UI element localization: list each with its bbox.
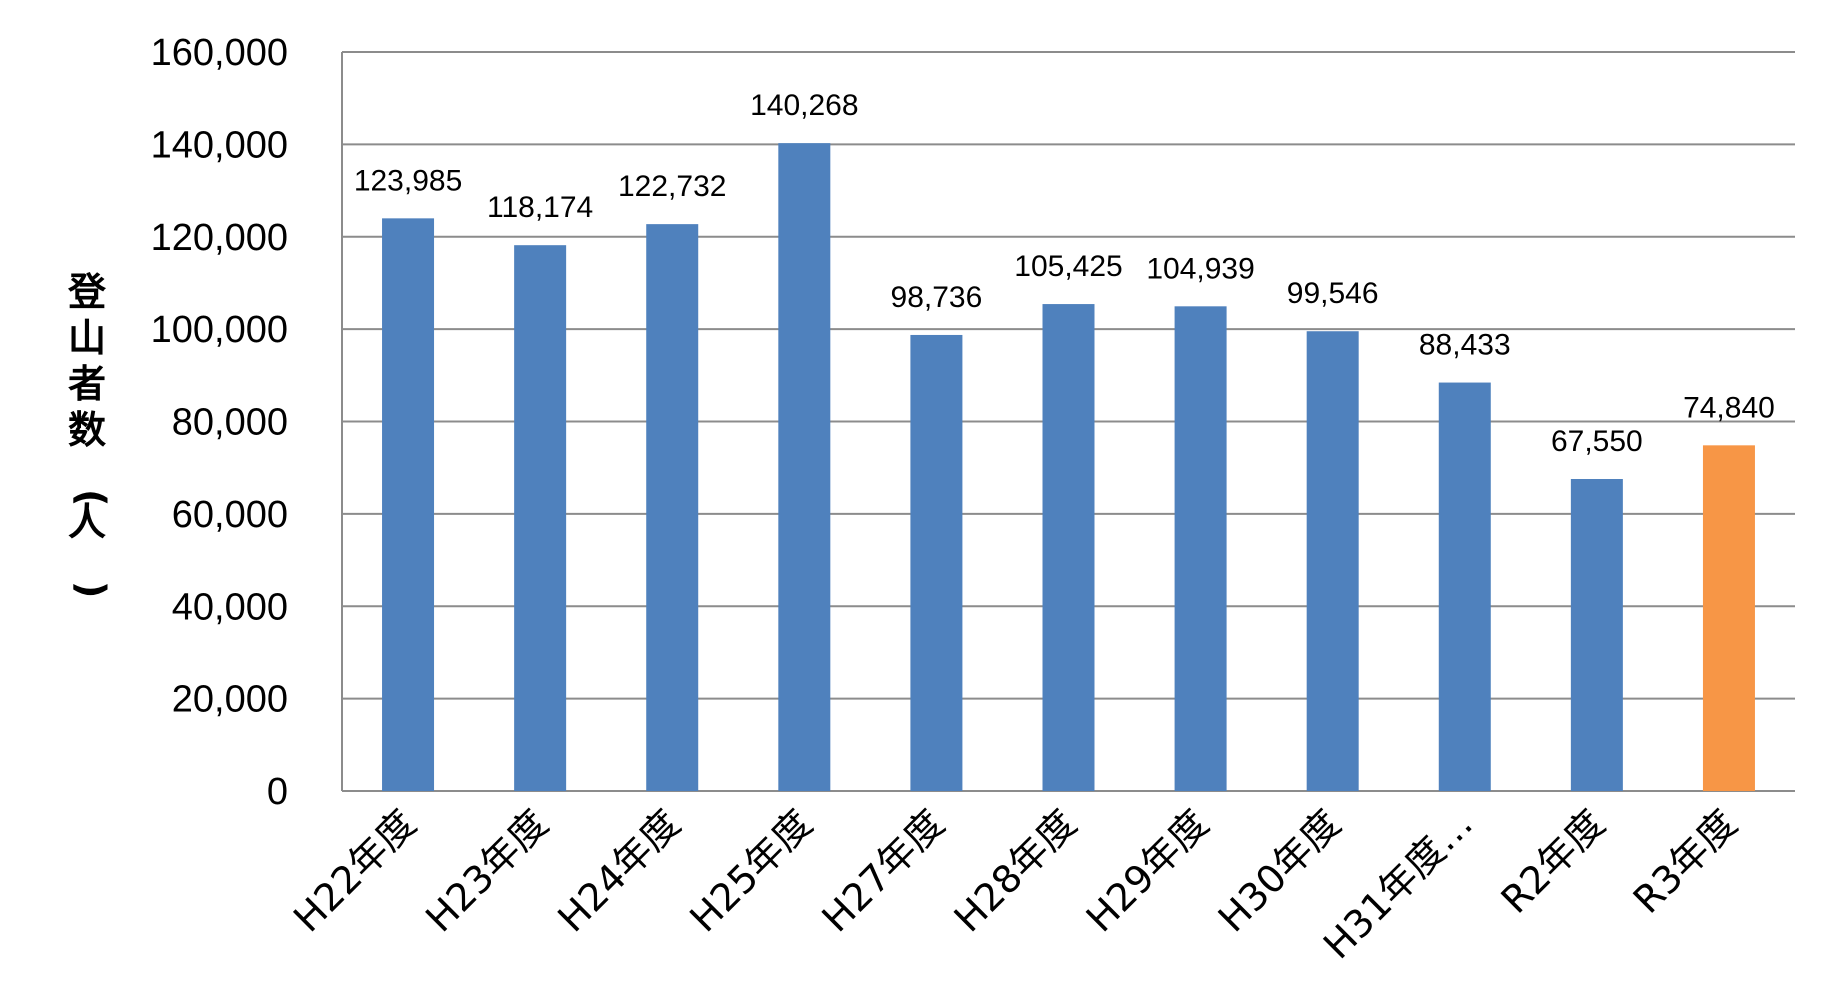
x-tick-label: H24年度 — [549, 801, 688, 940]
data-label: 118,174 — [487, 191, 593, 224]
y-tick-label: 40,000 — [172, 586, 288, 628]
bar — [1042, 304, 1095, 791]
y-tick-label: 20,000 — [172, 679, 288, 721]
bar — [514, 245, 567, 791]
x-tick-label: H23年度 — [417, 801, 556, 940]
bar — [910, 334, 963, 791]
x-tick-label: H29年度 — [1078, 801, 1217, 940]
x-tick-label: H28年度 — [946, 801, 1085, 940]
y-tick-label: 80,000 — [172, 402, 288, 444]
data-label: 88,433 — [1419, 329, 1511, 362]
x-tick-label: R3年度 — [1625, 801, 1746, 922]
y-tick-label: 0 — [267, 771, 288, 813]
y-tick-label: 140,000 — [151, 124, 288, 166]
data-label: 74,840 — [1683, 391, 1775, 424]
data-label: 67,550 — [1551, 425, 1643, 458]
bar — [1702, 445, 1755, 791]
y-tick-label: 60,000 — [172, 494, 288, 536]
bar — [1438, 382, 1491, 791]
bars — [382, 143, 1755, 791]
data-label: 122,732 — [618, 170, 726, 203]
data-label: 123,985 — [354, 164, 462, 197]
data-label: 140,268 — [750, 89, 858, 122]
x-tick-label: H25年度 — [681, 801, 820, 940]
x-tick-label: H22年度 — [285, 801, 424, 940]
data-label: 98,736 — [891, 281, 983, 314]
y-tick-label: 100,000 — [151, 309, 288, 351]
x-axis-categories: H22年度H23年度H24年度H25年度H27年度H28年度H29年度H30年度… — [285, 801, 1745, 967]
data-labels: 123,985 118,174 122,732 140,268 98,736 105,42… — [354, 89, 1775, 458]
bar — [1174, 306, 1227, 791]
y-axis-ticks: 0 20,000 40,000 60,000 80,000 100,000 120,000 1… — [151, 32, 288, 813]
x-tick-label: H30年度 — [1210, 801, 1349, 940]
bar — [646, 224, 699, 791]
x-tick-label: R2年度 — [1493, 801, 1614, 922]
bar — [1306, 331, 1359, 791]
bar — [778, 143, 831, 791]
data-label: 104,939 — [1146, 252, 1254, 285]
y-axis-title: 登山者数(人) — [67, 270, 113, 598]
x-tick-label: H27年度 — [814, 801, 953, 940]
bar — [382, 218, 435, 791]
y-tick-label: 160,000 — [151, 32, 288, 74]
data-label: 105,425 — [1014, 250, 1122, 283]
bar — [1570, 479, 1623, 791]
data-label: 99,546 — [1287, 277, 1379, 310]
y-tick-label: 120,000 — [151, 217, 288, 259]
y-axis-title: 登山者数(人) — [67, 270, 113, 598]
